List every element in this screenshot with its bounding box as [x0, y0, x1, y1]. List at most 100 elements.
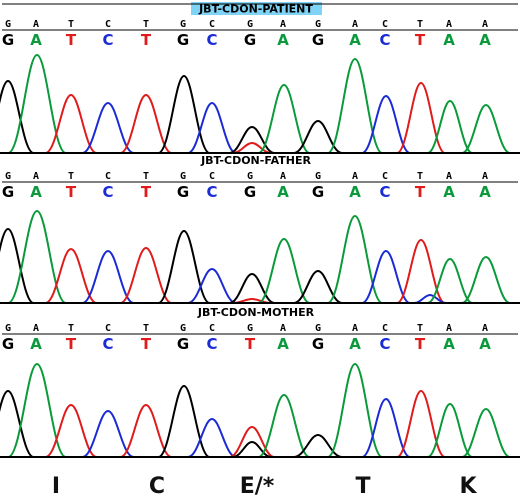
trace-peak-T: [396, 389, 446, 458]
raw-base-call: A: [280, 171, 286, 182]
trace-peak-T: [44, 247, 98, 304]
trace-peak-G: [0, 389, 35, 458]
panel-title: JBT-CDON-PATIENT: [198, 3, 313, 16]
base-call: G: [312, 183, 324, 201]
base-call: A: [443, 183, 455, 201]
raw-base-call: A: [446, 171, 452, 182]
trace-peak-T: [119, 246, 173, 304]
trace-peak-A: [461, 103, 511, 154]
raw-base-call: A: [33, 323, 39, 334]
trace-peak-G: [157, 384, 211, 458]
raw-base-call: G: [180, 171, 186, 182]
base-call: G: [2, 31, 14, 49]
base-call: A: [443, 335, 455, 353]
base-call: A: [479, 335, 491, 353]
trace-peak-A: [257, 393, 311, 458]
base-call: T: [141, 335, 152, 353]
raw-base-call: C: [105, 323, 111, 334]
trace-peak-A: [427, 257, 473, 304]
raw-base-call: A: [280, 323, 286, 334]
trace-peak-C: [413, 293, 447, 304]
trace-peak-A: [327, 57, 383, 154]
base-call: T: [141, 183, 152, 201]
base-call: C: [206, 335, 217, 353]
raw-base-call: C: [382, 19, 388, 30]
raw-base-call: G: [315, 19, 321, 30]
trace-peak-T: [119, 93, 173, 154]
base-call: A: [349, 31, 361, 49]
raw-base-call: G: [247, 323, 253, 334]
trace-peak-A: [427, 402, 473, 458]
raw-base-call: G: [5, 171, 11, 182]
raw-base-call: C: [209, 171, 215, 182]
raw-base-call: A: [33, 171, 39, 182]
raw-base-call: A: [280, 19, 286, 30]
trace-peak-C: [81, 249, 135, 304]
base-call: C: [206, 183, 217, 201]
trace-peak-A: [461, 255, 511, 304]
base-call: G: [177, 335, 189, 353]
raw-base-call: A: [352, 171, 358, 182]
panel-title: JBT-CDON-MOTHER: [197, 306, 315, 319]
base-call: C: [102, 31, 113, 49]
base-call: T: [415, 31, 426, 49]
trace-peak-C: [187, 267, 237, 304]
raw-base-call: A: [352, 323, 358, 334]
base-call: A: [479, 183, 491, 201]
trace-peak-C: [81, 101, 135, 154]
trace-peak-G: [0, 227, 35, 304]
trace-peak-A: [461, 407, 511, 458]
amino-acid-label: C: [149, 474, 165, 499]
amino-acid-row: I C E/* T K: [52, 474, 478, 499]
raw-base-call: T: [143, 171, 149, 182]
base-call: G: [312, 31, 324, 49]
amino-acid-label: T: [355, 474, 370, 499]
base-call: C: [206, 31, 217, 49]
base-call: A: [277, 335, 289, 353]
base-call: G: [244, 183, 256, 201]
raw-base-call: C: [382, 171, 388, 182]
trace-peak-A: [7, 209, 67, 304]
raw-base-call: T: [68, 171, 74, 182]
raw-base-call: A: [482, 171, 488, 182]
base-call: C: [102, 335, 113, 353]
base-call: A: [443, 31, 455, 49]
amino-acid-label: E/*: [240, 474, 275, 499]
trace-area: [0, 209, 511, 304]
trace-peak-G: [232, 440, 272, 458]
trace-area: [0, 53, 511, 154]
base-call: G: [312, 335, 324, 353]
raw-base-call: T: [417, 19, 423, 30]
base-call: T: [245, 335, 256, 353]
trace-peak-G: [229, 272, 275, 304]
base-call: T: [66, 335, 77, 353]
trace-peak-T: [232, 141, 272, 154]
trace-peak-T: [396, 238, 446, 304]
trace-peak-C: [187, 417, 237, 458]
trace-peak-C: [187, 101, 237, 154]
base-call: C: [379, 31, 390, 49]
base-call: G: [2, 183, 14, 201]
base-call: T: [415, 335, 426, 353]
trace-peak-G: [0, 79, 35, 154]
raw-base-call: G: [315, 323, 321, 334]
trace-peak-C: [361, 249, 411, 304]
base-call: C: [379, 335, 390, 353]
raw-base-call: A: [446, 323, 452, 334]
trace-peak-G: [293, 269, 343, 304]
raw-base-call: G: [180, 323, 186, 334]
trace-peak-T: [229, 425, 275, 458]
base-call: G: [177, 31, 189, 49]
base-call: A: [349, 183, 361, 201]
base-call: A: [277, 183, 289, 201]
raw-base-call: G: [5, 323, 11, 334]
trace-peak-C: [82, 409, 134, 458]
raw-base-call: G: [247, 171, 253, 182]
trace-peak-A: [7, 53, 67, 154]
